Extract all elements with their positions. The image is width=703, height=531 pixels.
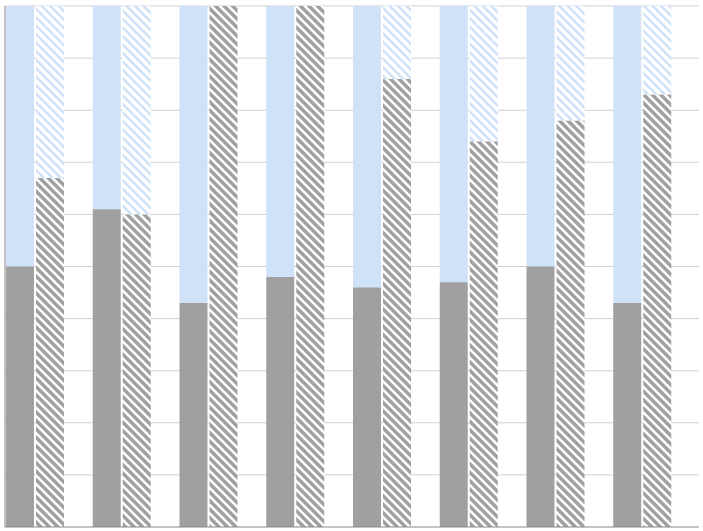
bar-segment [92,209,121,527]
bar-segment [526,6,555,267]
bar-segment [383,6,411,79]
bar-segment [439,282,468,527]
bar-segment [383,78,411,527]
bar-segment [613,302,642,527]
bar-segment [556,6,585,121]
bar-segment [36,177,64,527]
bar-segment [296,6,325,527]
bar-segment [353,287,381,527]
bar-segment [439,6,468,283]
bar-segment [6,266,34,527]
bar-segment [266,6,295,277]
bar-segment [179,6,208,303]
bar-segment [122,6,151,215]
bar-segment [353,6,381,288]
bar-segment [469,6,498,142]
bar-segment [266,276,295,527]
bar-segment [179,302,208,527]
bar-segment [556,120,585,528]
bar-segment [643,6,672,95]
bar-segment [209,6,238,527]
bar-segment [122,214,151,527]
bar-segment [36,6,64,178]
bar-segment [526,266,555,527]
bar-segment [469,141,498,527]
bar-segment [92,6,121,210]
bar-segment [643,94,672,527]
bar-segment [6,6,34,267]
bar-segment [613,6,642,303]
